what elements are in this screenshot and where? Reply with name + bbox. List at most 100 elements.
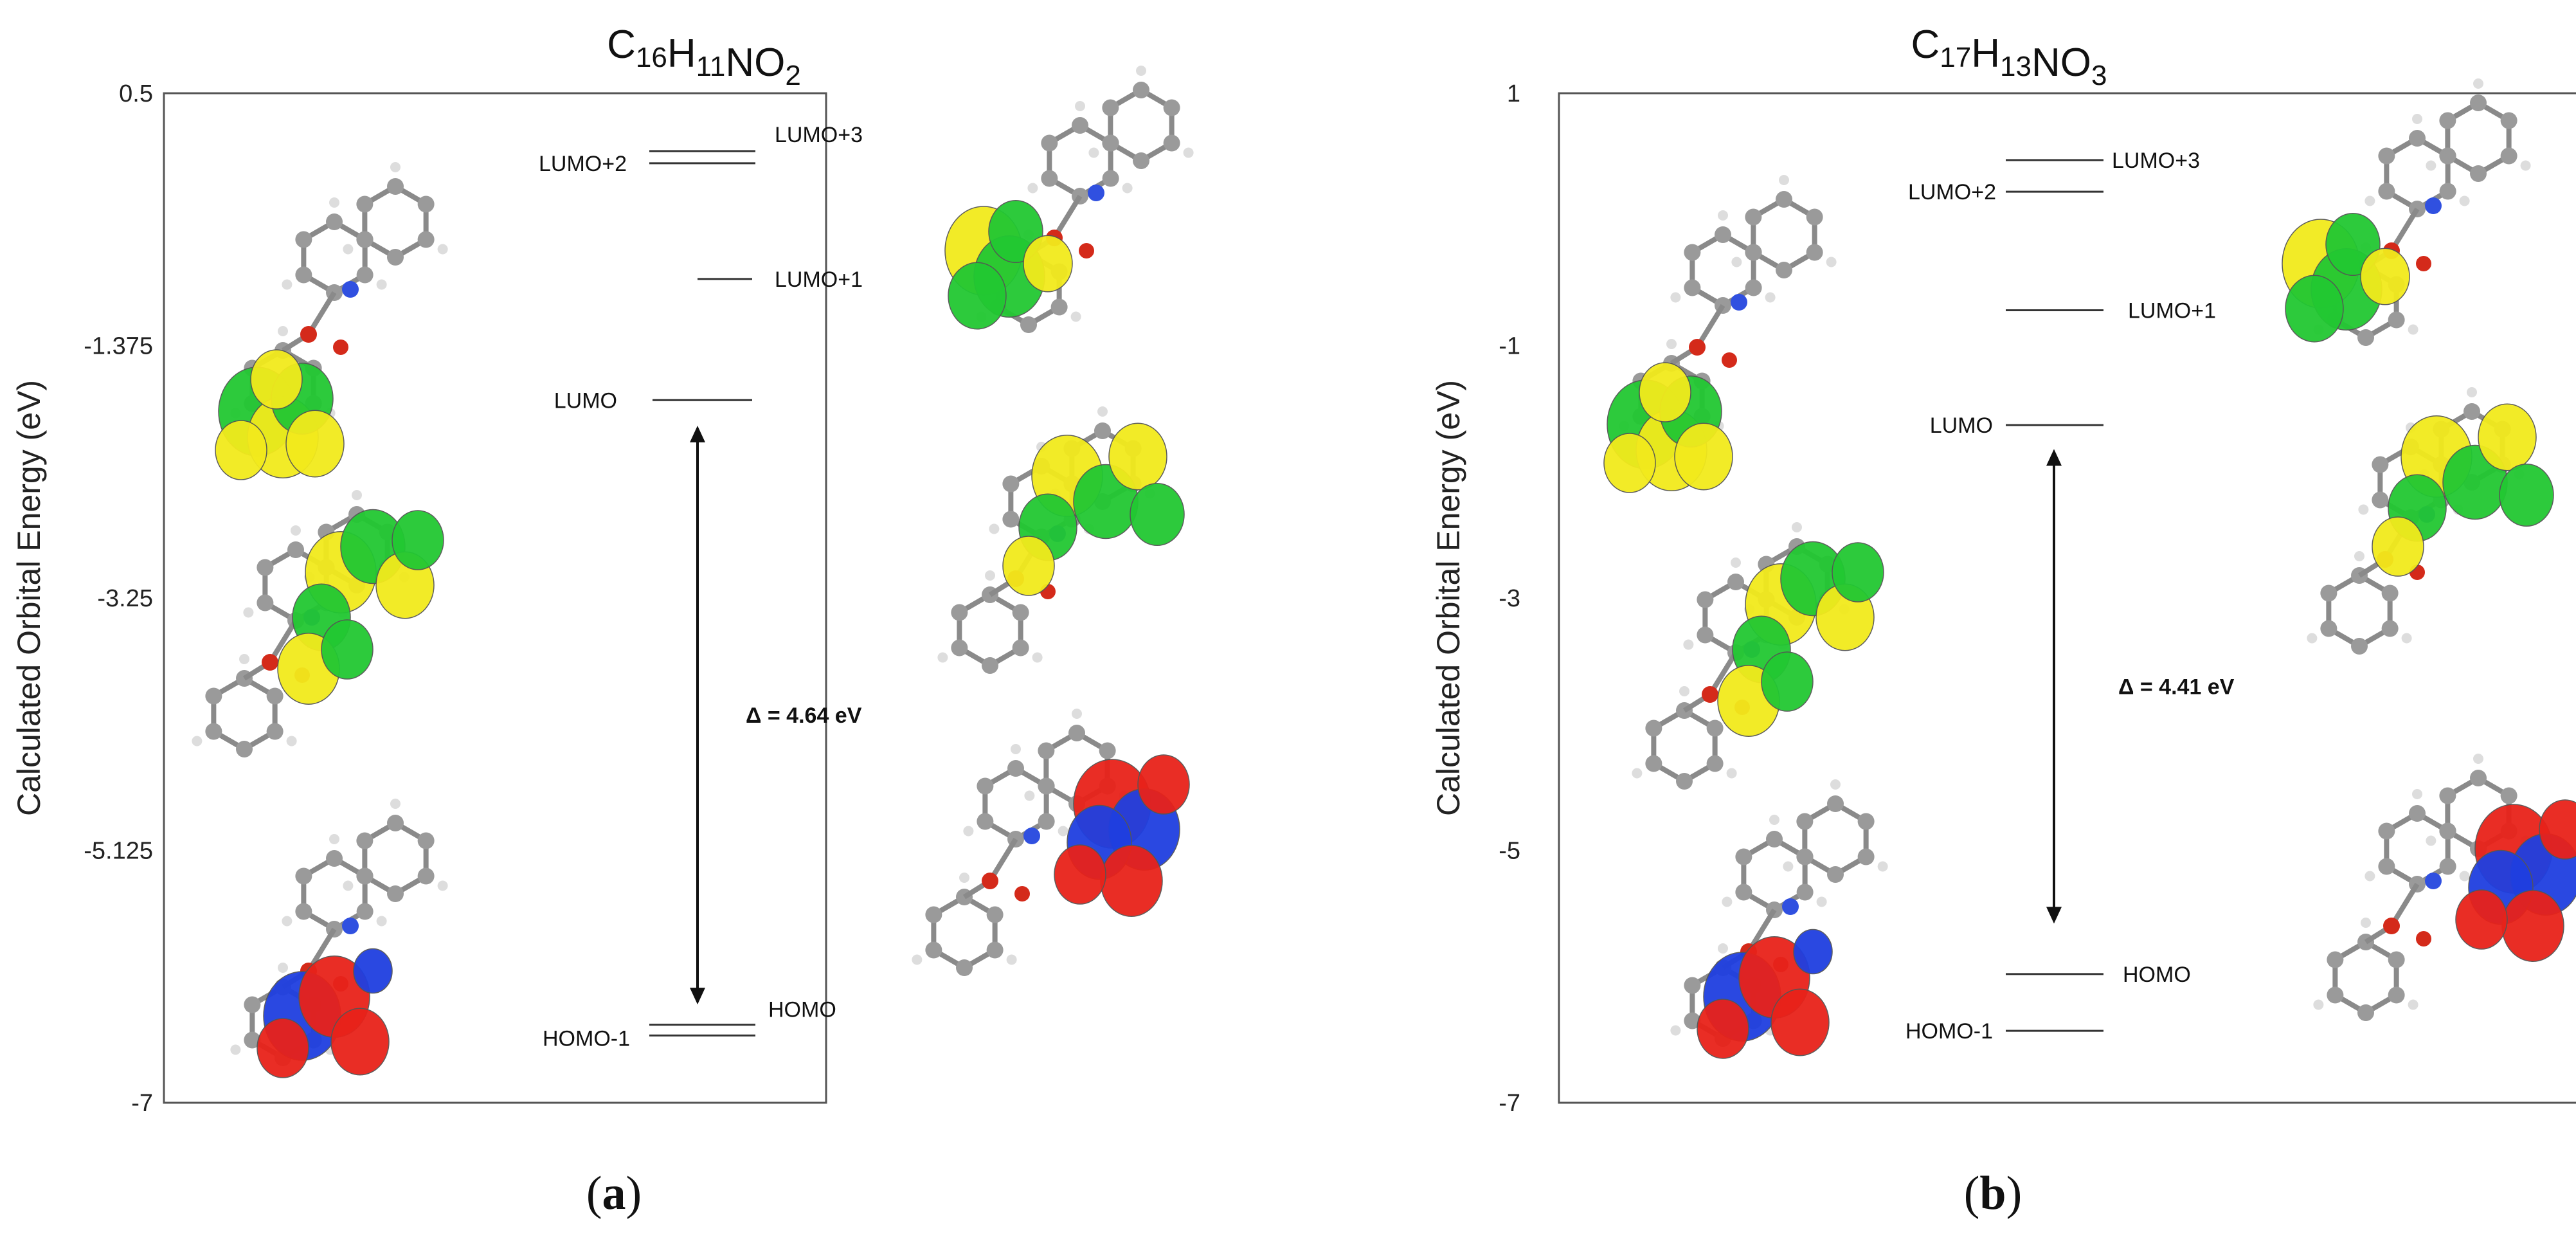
atom-h	[376, 916, 387, 927]
atom-h	[1122, 183, 1133, 194]
atom-c	[1002, 511, 1020, 528]
atom-c	[257, 594, 274, 611]
atom-c	[295, 867, 312, 885]
panel-paren: )	[626, 1167, 642, 1220]
atom-h	[192, 736, 203, 747]
orbital-lobe	[285, 410, 345, 478]
y-axis-label: Calculated Orbital Energy (eV)	[1430, 380, 1466, 816]
bond-ring	[2445, 100, 2512, 177]
orbital-lobe	[2539, 799, 2576, 860]
atom-c	[1038, 813, 1055, 830]
atom-h	[1718, 210, 1728, 221]
atom-c	[2409, 805, 2426, 822]
panel-letter: a	[602, 1167, 626, 1220]
atom-h	[1783, 861, 1794, 872]
atom-o	[2416, 256, 2431, 271]
atom-h	[2408, 324, 2418, 335]
plot-frame	[163, 92, 827, 1104]
atom-c	[1806, 244, 1823, 261]
orbital-lumo-right	[944, 66, 1194, 333]
atom-c	[417, 231, 435, 248]
atom-h	[2520, 160, 2531, 171]
orbital-mid-right	[937, 406, 1185, 674]
orbital-lobe	[1674, 422, 1733, 491]
level-label: LUMO+1	[2128, 299, 2216, 323]
orbital-lobe	[2285, 275, 2344, 343]
atom-c	[1776, 191, 1792, 208]
atom-c	[1163, 134, 1180, 152]
atom-c	[1038, 742, 1055, 759]
atom-h	[1722, 896, 1733, 907]
atom-h	[1670, 1025, 1681, 1036]
atom-c	[2357, 1004, 2374, 1021]
atom-n	[342, 281, 359, 298]
y-tick-label: 0.5	[119, 80, 153, 107]
atom-c	[1012, 604, 1029, 621]
atom-c	[356, 231, 374, 248]
atom-c	[977, 813, 994, 830]
bond-ring	[982, 765, 1049, 842]
atom-o	[1014, 886, 1030, 901]
atom-h	[1097, 406, 1108, 417]
atom-c	[2500, 112, 2517, 129]
bond-ring	[1689, 231, 1756, 309]
gap-arrow-head-down	[2046, 907, 2062, 924]
atom-c	[1072, 117, 1088, 134]
atom-h	[1826, 257, 1837, 267]
atom-o	[300, 326, 317, 343]
atom-h	[2459, 195, 2470, 206]
atom-o	[262, 654, 278, 671]
atom-h	[2412, 789, 2422, 799]
atom-c	[1806, 208, 1823, 226]
level-label: LUMO+3	[2112, 149, 2200, 173]
atom-c	[1745, 279, 1762, 296]
atom-c	[951, 639, 968, 657]
panel-letter: b	[1979, 1167, 2006, 1220]
atom-c	[2381, 584, 2399, 602]
orbital-lobe	[321, 619, 374, 680]
orbital-lobe	[257, 1018, 309, 1078]
atom-c	[982, 657, 998, 674]
atom-c	[356, 832, 374, 849]
bond-ring	[957, 592, 1023, 669]
atom-c	[2381, 620, 2399, 637]
atom-c	[2388, 986, 2405, 1004]
atom-h	[282, 279, 293, 290]
panel-paren: )	[2006, 1167, 2022, 1220]
title-element: N	[2031, 41, 2060, 85]
atom-c	[2388, 311, 2405, 329]
atom-c	[925, 906, 942, 923]
orbital-lobe	[330, 1008, 390, 1076]
atom-o	[2416, 931, 2431, 947]
atom-h	[1032, 652, 1043, 663]
level-label: LUMO+1	[775, 267, 863, 292]
atom-h	[2426, 835, 2436, 846]
bond-ring	[2384, 135, 2451, 212]
panel-label: (a)	[586, 1167, 642, 1220]
atom-c	[2372, 456, 2389, 473]
atom-c	[1766, 831, 1783, 847]
atom-c	[2470, 165, 2487, 182]
atom-c	[1645, 720, 1662, 737]
atom-c	[1827, 866, 1844, 883]
atom-h	[1679, 686, 1689, 696]
title-element: N	[725, 41, 754, 85]
atom-c	[1007, 760, 1024, 777]
level-label: LUMO	[1930, 413, 1993, 438]
orbital-lobe	[1603, 433, 1656, 493]
atom-c	[2470, 770, 2487, 786]
atom-h	[239, 654, 249, 664]
atom-c	[1002, 475, 1020, 493]
orbital-lobe	[1697, 999, 1749, 1059]
orbital-homo-right	[912, 709, 1190, 976]
atom-h	[291, 525, 301, 536]
atom-c	[205, 723, 222, 740]
orbital-lobe	[1023, 235, 1073, 293]
atom-h	[2426, 160, 2436, 171]
orbital-homo-left	[1670, 779, 1888, 1059]
atom-h	[243, 607, 254, 618]
atom-n	[2425, 197, 2442, 214]
bond-ring	[1651, 707, 1718, 784]
atom-c	[1706, 755, 1724, 772]
